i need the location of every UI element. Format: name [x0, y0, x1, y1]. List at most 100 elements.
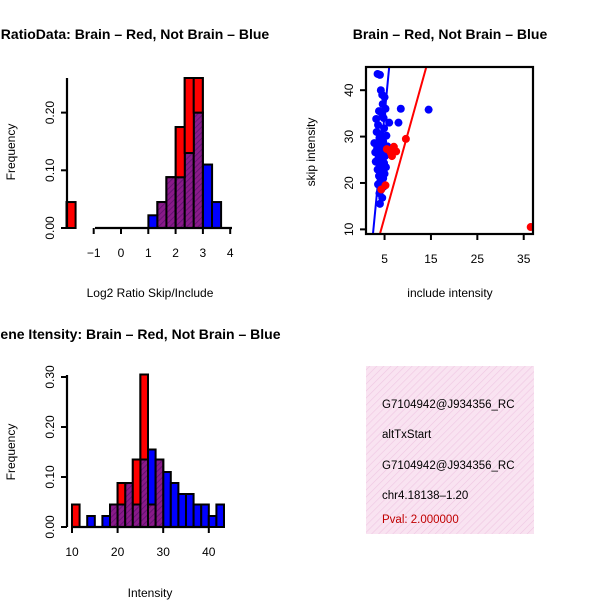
- scatter-yticks: 10 20 30 40: [342, 83, 366, 236]
- bar-brain-top-4: [183, 77, 195, 154]
- bar-overlap-4: [124, 482, 134, 528]
- scatter-ytick-label-0: 10: [342, 222, 356, 236]
- point-not-brain-12: [374, 120, 383, 129]
- bar-not-brain-7: [211, 201, 223, 230]
- xtick-label-0: 10: [65, 545, 79, 559]
- bar-not-brain-10: [169, 482, 180, 528]
- point-not-brain-43: [378, 193, 387, 202]
- bar-not-brain-12: [184, 493, 195, 528]
- point-brain-7: [377, 185, 386, 194]
- bar-not-brain-15: [207, 515, 218, 528]
- ratio-histogram: RatioData: Brain – Red, Not Brain – Blue…: [1, 26, 270, 300]
- point-not-brain-9: [372, 114, 381, 123]
- point-not-brain-1: [375, 70, 384, 79]
- scatter-ylabel: skip intensity: [304, 118, 318, 187]
- point-brain-5: [401, 134, 410, 143]
- bar-overlap-1: [156, 201, 168, 230]
- scatter-xtick-label-1: 15: [424, 252, 438, 266]
- xtick-label-3: 2: [172, 246, 179, 260]
- info-line-3: G7104942@J934356_RC: [382, 460, 515, 472]
- bar-overlap-2: [109, 503, 119, 528]
- bar-not-brain-6: [201, 163, 214, 230]
- point-not-brain-46: [394, 118, 403, 127]
- scatter-frame: [364, 65, 535, 236]
- bar-overlap-8: [154, 458, 165, 528]
- bar-brain-top-5: [192, 77, 204, 114]
- xtick-label-1: 20: [111, 545, 125, 559]
- ytick-label-0: 0.00: [43, 515, 57, 539]
- info-background: [366, 366, 534, 534]
- scatter-plotarea: [370, 67, 533, 234]
- bar-overlap-5: [192, 111, 204, 229]
- fit-line-red: [378, 67, 428, 234]
- scatter-xtick-label-0: 5: [381, 252, 388, 266]
- info-line-2: altTxStart: [382, 429, 432, 441]
- ytick-label-1: 0.10: [43, 158, 57, 182]
- point-not-brain-10: [379, 114, 388, 123]
- bar-not-brain-0: [86, 515, 96, 528]
- bar-overlap-2: [165, 176, 177, 230]
- intensity-histogram: Gene Itensity: Brain – Red, Not Brain – …: [0, 326, 281, 600]
- xtick-label-4: 3: [200, 246, 207, 260]
- ratio-bars: [65, 77, 223, 230]
- bar-not-brain-1: [101, 515, 112, 528]
- xtick-label-1: 0: [118, 246, 125, 260]
- xtick-label-5: 4: [227, 246, 234, 260]
- ratio-yticks: 0.00 0.10 0.20: [43, 101, 67, 240]
- info-box: G7104942@J934356_RC altTxStart G7104942@…: [366, 366, 534, 534]
- bar-brain-0: [70, 503, 81, 528]
- bar-not-brain-0: [147, 214, 159, 230]
- ytick-label-0: 0.00: [43, 216, 57, 240]
- point-brain-8: [526, 223, 533, 232]
- scatter-ytick-label-3: 40: [342, 83, 356, 97]
- ytick-label-1: 0.10: [43, 465, 57, 489]
- bar-overlap-4: [183, 152, 195, 229]
- intensity-xlabel: Intensity: [128, 586, 173, 600]
- ratio-title: RatioData: Brain – Red, Not Brain – Blue: [1, 26, 270, 42]
- bar-overlap-3: [116, 503, 127, 528]
- intensity-bars: [70, 373, 226, 528]
- bar-overlap-6: [139, 458, 149, 528]
- bar-not-brain-11: [177, 493, 188, 528]
- scatter-title: Brain – Red, Not Brain – Blue: [353, 26, 548, 42]
- point-not-brain-47: [424, 105, 433, 114]
- intensity-xticks: 10 20 30 40: [65, 527, 216, 559]
- scatter-xtick-label-2: 25: [471, 252, 485, 266]
- bar-overlap-3: [174, 176, 186, 230]
- bar-not-brain-9: [162, 471, 172, 528]
- scatter-ytick-label-2: 30: [342, 130, 356, 144]
- bar-brain-top-2: [116, 482, 127, 506]
- scatter-xlabel: include intensity: [407, 286, 492, 300]
- point-not-brain-13: [380, 124, 389, 133]
- bar-brain-top-4: [131, 458, 142, 506]
- ratio-ylabel: Frequency: [4, 124, 18, 181]
- bar-brain-top-5: [139, 373, 149, 461]
- point-brain-4: [392, 147, 401, 156]
- bar-brain-top-3: [174, 126, 186, 179]
- info-line-1: G7104942@J934356_RC: [382, 399, 515, 411]
- point-not-brain-45: [396, 104, 405, 113]
- scatter-ytick-label-1: 20: [342, 176, 356, 190]
- bar-not-brain-13: [192, 503, 203, 528]
- bar-overlap-7: [146, 503, 157, 528]
- ytick-label-2: 0.20: [43, 415, 57, 439]
- bar-overlap-5: [131, 503, 142, 528]
- info-pval: Pval: 2.000000: [382, 514, 459, 526]
- ratio-xticks: −1 0 1 2 3 4: [87, 228, 234, 260]
- ytick-label-2: 0.20: [43, 101, 57, 125]
- bar-not-brain-16: [215, 503, 226, 528]
- ytick-label-3: 0.30: [43, 365, 57, 389]
- point-not-brain-11: [385, 118, 394, 127]
- intensity-yticks: 0.00 0.10 0.20 0.30: [43, 365, 67, 539]
- scatter-plot: Brain – Red, Not Brain – Blue 10 20 30 40 5…: [304, 26, 547, 300]
- point-not-brain-44: [375, 199, 384, 208]
- intensity-ylabel: Frequency: [4, 424, 18, 481]
- point-not-brain-4: [380, 93, 389, 102]
- xtick-label-2: 30: [157, 545, 171, 559]
- xtick-label-3: 40: [202, 545, 216, 559]
- info-line-4: chr4.18138–1.20: [382, 490, 468, 502]
- xtick-label-2: 1: [145, 246, 152, 260]
- intensity-title: Gene Itensity: Brain – Red, Not Brain – …: [0, 326, 281, 342]
- bar-not-brain-14: [200, 503, 210, 528]
